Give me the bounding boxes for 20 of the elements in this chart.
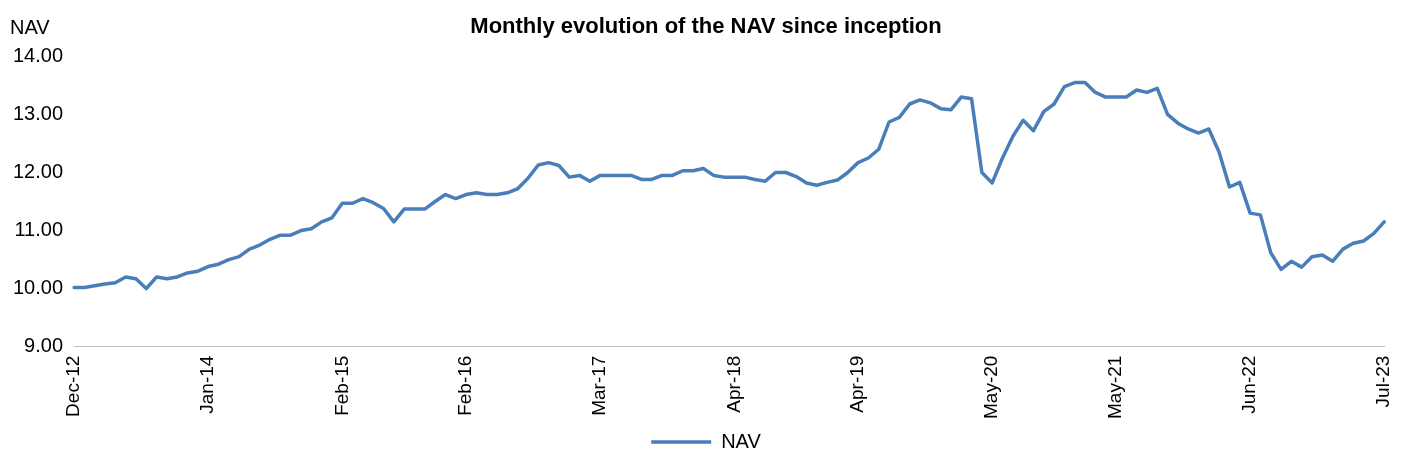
x-tick-label: Apr-18 <box>722 355 744 413</box>
x-tick-label: Jul-23 <box>1372 355 1394 408</box>
x-tick-label: Feb-16 <box>454 355 476 416</box>
x-tick-label: Jun-22 <box>1238 355 1260 414</box>
x-tick-label: Feb-15 <box>330 355 352 416</box>
y-tick-label: 12.00 <box>12 160 64 183</box>
y-tick-label: 9.00 <box>24 334 64 357</box>
x-tick-label: May-20 <box>980 355 1002 419</box>
x-tick-label: May-21 <box>1104 355 1126 419</box>
x-tick-label: Mar-17 <box>588 355 610 416</box>
y-tick-label: 10.00 <box>12 276 64 299</box>
y-tick-label: 11.00 <box>14 218 64 241</box>
x-tick-label: Apr-19 <box>846 355 868 413</box>
y-tick-label: 13.00 <box>12 101 64 124</box>
y-axis-title: NAV <box>10 15 51 38</box>
x-tick-label: Jan-14 <box>196 355 218 414</box>
x-tick-label: Dec-12 <box>62 355 84 417</box>
y-tick-label: 14.00 <box>12 43 64 66</box>
legend-label: NAV <box>721 429 762 452</box>
chart-title: Monthly evolution of the NAV since inception <box>470 13 942 39</box>
